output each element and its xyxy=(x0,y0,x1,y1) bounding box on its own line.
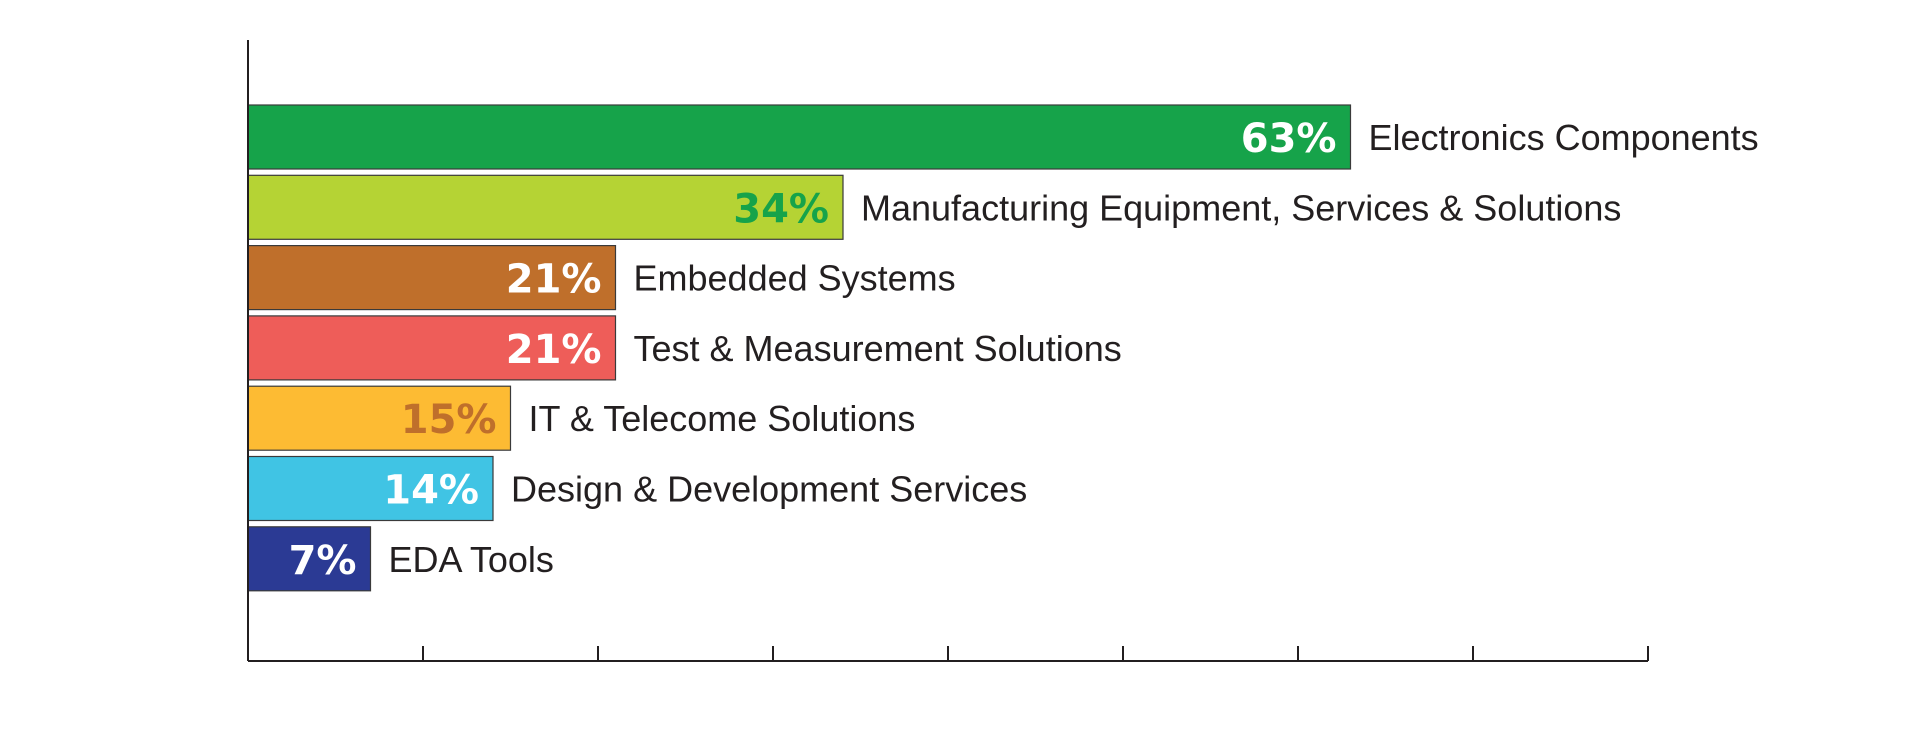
category-label-test-measurement-solutions: Test & Measurement Solutions xyxy=(634,328,1122,369)
category-label-eda-tools: EDA Tools xyxy=(389,539,554,580)
axes-group xyxy=(247,40,1649,662)
bar-design-development-services xyxy=(247,455,494,522)
bars-group: 63% Electronics Components 34% Manufacturin… xyxy=(247,104,1759,592)
value-label-eda-tools: 7% xyxy=(289,538,357,584)
bar-embedded-systems xyxy=(247,245,617,311)
category-label-design-development-services: Design & Development Services xyxy=(511,469,1027,510)
bar-test-measurement-solutions xyxy=(247,315,617,381)
value-label-test-measurement-solutions: 21% xyxy=(506,327,602,373)
category-label-manufacturing-equipment-services-solutions: Manufacturing Equipment, Services & Solu… xyxy=(861,187,1621,228)
category-label-embedded-systems: Embedded Systems xyxy=(634,258,956,299)
bar-it-telecome-solutions xyxy=(247,385,512,451)
value-label-it-telecome-solutions: 15% xyxy=(401,397,497,443)
value-label-manufacturing-equipment-services-solutions: 34% xyxy=(733,186,829,232)
bar-eda-tools xyxy=(247,526,372,592)
category-label-electronics-components: Electronics Components xyxy=(1369,117,1759,158)
value-label-embedded-systems: 21% xyxy=(506,257,602,303)
value-label-design-development-services: 14% xyxy=(383,468,479,514)
category-label-it-telecome-solutions: IT & Telecome Solutions xyxy=(529,398,916,439)
bar-electronics-components xyxy=(247,104,1352,170)
value-label-electronics-components: 63% xyxy=(1241,116,1337,162)
bar-manufacturing-equipment-services-solutions xyxy=(247,174,844,240)
